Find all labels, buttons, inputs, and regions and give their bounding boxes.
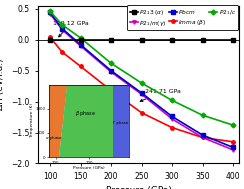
- $Imma$ ($\beta$): [140, 112, 143, 114]
- $P2_1/c$: [61, 24, 64, 26]
- $Imma$ ($\beta$): [201, 136, 204, 139]
- $P2_1/c$: [79, 37, 82, 39]
- Line: $Imma$ ($\beta$): $Imma$ ($\beta$): [48, 36, 235, 144]
- $Imma$ ($\beta$): [232, 141, 234, 143]
- $Imma$ ($\beta$): [49, 36, 51, 38]
- $P2_1/m$($\gamma$): [110, 71, 112, 73]
- $P2_13$ ($\alpha$): [171, 39, 173, 41]
- Y-axis label: ΔH (eV/f.u.): ΔH (eV/f.u.): [0, 59, 5, 110]
- Line: $P2_1/c$: $P2_1/c$: [48, 9, 235, 127]
- $P2_1/m$($\gamma$): [140, 93, 143, 95]
- $P2_13$ ($\alpha$): [110, 39, 112, 41]
- $P2_13$ ($\alpha$): [49, 39, 51, 41]
- $P2_1/m$($\gamma$): [201, 136, 204, 139]
- $P2_13$ ($\alpha$): [140, 39, 143, 41]
- $Pbcm$: [140, 92, 143, 94]
- $P2_13$ ($\alpha$): [232, 39, 234, 41]
- $P2_1/c$: [171, 99, 173, 101]
- $P2_13$ ($\alpha$): [79, 39, 82, 41]
- Text: 241.71 GPa: 241.71 GPa: [140, 89, 181, 101]
- $P2_1/c$: [110, 62, 112, 64]
- $Pbcm$: [49, 11, 51, 14]
- Line: $P2_13$ ($\alpha$): $P2_13$ ($\alpha$): [48, 38, 235, 41]
- $Imma$ ($\beta$): [61, 51, 64, 53]
- $P2_1/m$($\gamma$): [61, 29, 64, 31]
- $Pbcm$: [201, 134, 204, 136]
- Line: $P2_1/m$($\gamma$): $P2_1/m$($\gamma$): [48, 12, 235, 152]
- $P2_1/m$($\gamma$): [171, 118, 173, 120]
- $P2_1/c$: [140, 82, 143, 84]
- Text: 109.12 GPa: 109.12 GPa: [53, 21, 89, 37]
- $P2_1/m$($\gamma$): [232, 149, 234, 151]
- $P2_1/c$: [49, 10, 51, 12]
- $Pbcm$: [232, 146, 234, 149]
- $Pbcm$: [110, 70, 112, 72]
- $Imma$ ($\beta$): [171, 126, 173, 129]
- $P2_13$ ($\alpha$): [201, 39, 204, 41]
- Line: $Pbcm$: $Pbcm$: [48, 11, 235, 149]
- $Pbcm$: [171, 115, 173, 118]
- $P2_1/m$($\gamma$): [79, 45, 82, 47]
- $P2_1/c$: [201, 114, 204, 116]
- $Pbcm$: [61, 27, 64, 30]
- $Imma$ ($\beta$): [79, 65, 82, 67]
- $Pbcm$: [79, 43, 82, 46]
- $P2_1/m$($\gamma$): [49, 13, 51, 15]
- $P2_1/c$: [232, 124, 234, 126]
- X-axis label: Pressure (GPa): Pressure (GPa): [106, 186, 171, 189]
- Legend: $P2_13$ ($\alpha$), $P2_1/m$($\gamma$), $Pbcm$, $Imma$ ($\beta$), $P2_1/c$: $P2_13$ ($\alpha$), $P2_1/m$($\gamma$), …: [127, 5, 238, 30]
- $Imma$ ($\beta$): [110, 89, 112, 92]
